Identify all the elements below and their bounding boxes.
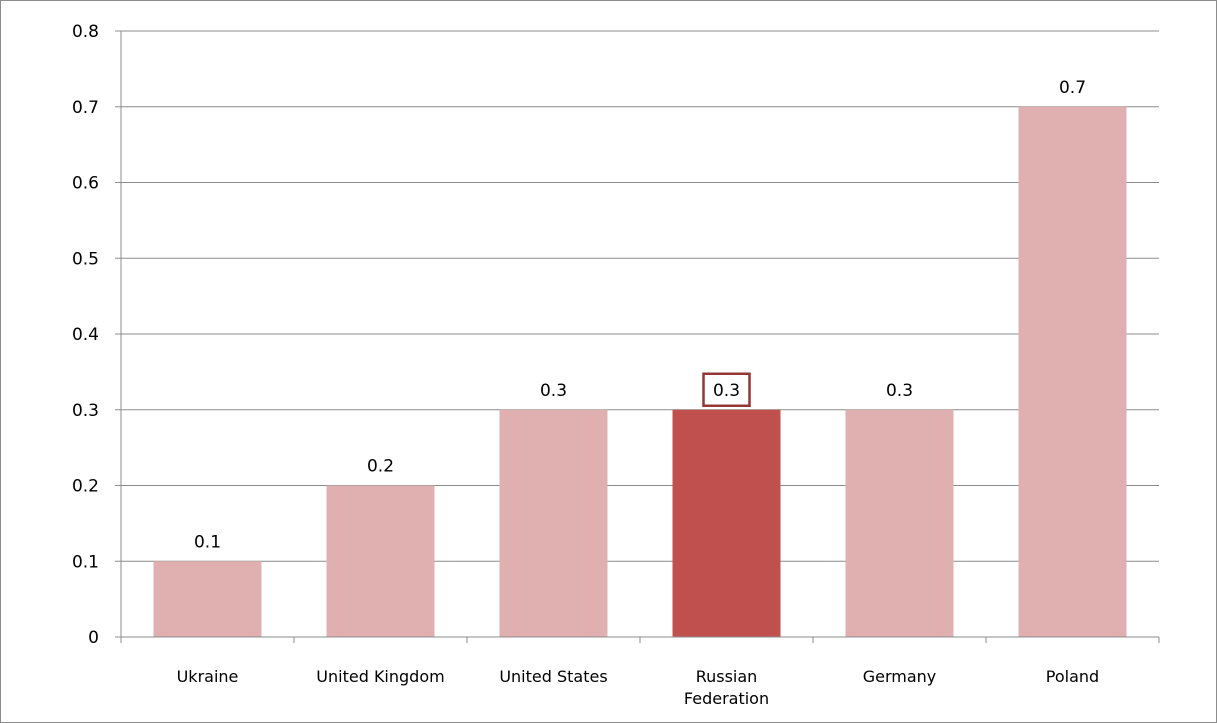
gridlines [121,30,1159,562]
data-label: 0.3 [713,381,740,401]
y-tick-label: 0.4 [72,325,99,345]
data-label: 0.3 [540,381,567,401]
bars [153,106,1127,637]
y-tick-label: 0.6 [72,174,99,194]
y-tick-label: 0.5 [72,249,99,269]
x-category-label: Poland [1046,667,1099,686]
bar-united-states [499,409,608,637]
labels: 0 0.1 0.2 0.3 0.4 0.5 0.6 0.7 0.8 0.1 Ukraine 0.2 Un… [72,22,1099,708]
x-category-label: Federation [684,689,769,708]
data-label: 0.7 [1059,78,1086,98]
bar-germany [845,409,954,637]
x-category-label: United States [499,667,607,686]
y-tick-label: 0.2 [72,477,99,497]
x-category-label: Ukraine [177,667,239,686]
y-tick-label: 0.7 [72,98,99,118]
bar-poland [1018,106,1127,637]
data-label: 0.1 [194,532,221,552]
bar-ukraine [153,561,262,637]
x-category-label: Germany [863,667,937,686]
x-category-label: United Kingdom [316,667,444,686]
highlight-box [702,372,751,407]
data-label: 0.2 [367,457,394,477]
bar-united-kingdom [326,485,435,637]
y-tick-label: 0 [88,628,99,648]
y-tick-label: 0.3 [72,401,99,421]
x-category-label: Russian [696,667,758,686]
y-tick-label: 0.1 [72,552,99,572]
y-tick-label: 0.8 [72,22,99,42]
axes [115,30,1160,643]
bar-russian-federation [672,409,781,637]
data-label: 0.3 [886,381,913,401]
